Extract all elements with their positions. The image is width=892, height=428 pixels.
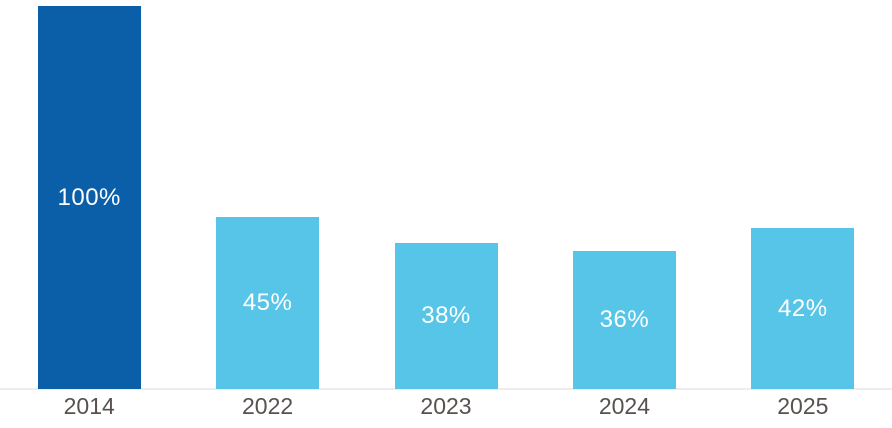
bar: 42% — [751, 228, 855, 389]
x-axis-tick-label: 2024 — [598, 393, 650, 419]
x-axis-tick-label: 2023 — [420, 393, 472, 419]
x-axis-tick-label: 2022 — [242, 393, 294, 419]
x-axis-tick-label: 2025 — [777, 393, 829, 419]
bar-value-label: 100% — [57, 183, 121, 211]
x-axis-tick-label: 2014 — [63, 393, 115, 419]
bar-zone: 100% — [0, 0, 178, 389]
bar: 100% — [37, 6, 141, 389]
x-axis-line — [0, 388, 892, 390]
bar-column: 36% 2024 — [535, 0, 713, 428]
bar-column: 42% 2025 — [714, 0, 892, 428]
bar-column: 100% 2014 — [0, 0, 178, 428]
bar: 45% — [216, 217, 320, 389]
bar-zone: 42% — [714, 0, 892, 389]
bar-column: 45% 2022 — [178, 0, 356, 428]
bar-value-label: 42% — [778, 294, 828, 322]
bar: 36% — [572, 251, 676, 389]
bar-value-label: 45% — [242, 289, 293, 316]
bar-value-label: 36% — [599, 306, 650, 333]
bar-zone: 45% — [178, 0, 356, 389]
bar-zone: 36% — [535, 0, 713, 389]
bar: 38% — [394, 243, 498, 389]
bar-zone: 38% — [357, 0, 535, 389]
bar-column: 38% 2023 — [357, 0, 535, 428]
bar-value-label: 38% — [421, 302, 471, 329]
